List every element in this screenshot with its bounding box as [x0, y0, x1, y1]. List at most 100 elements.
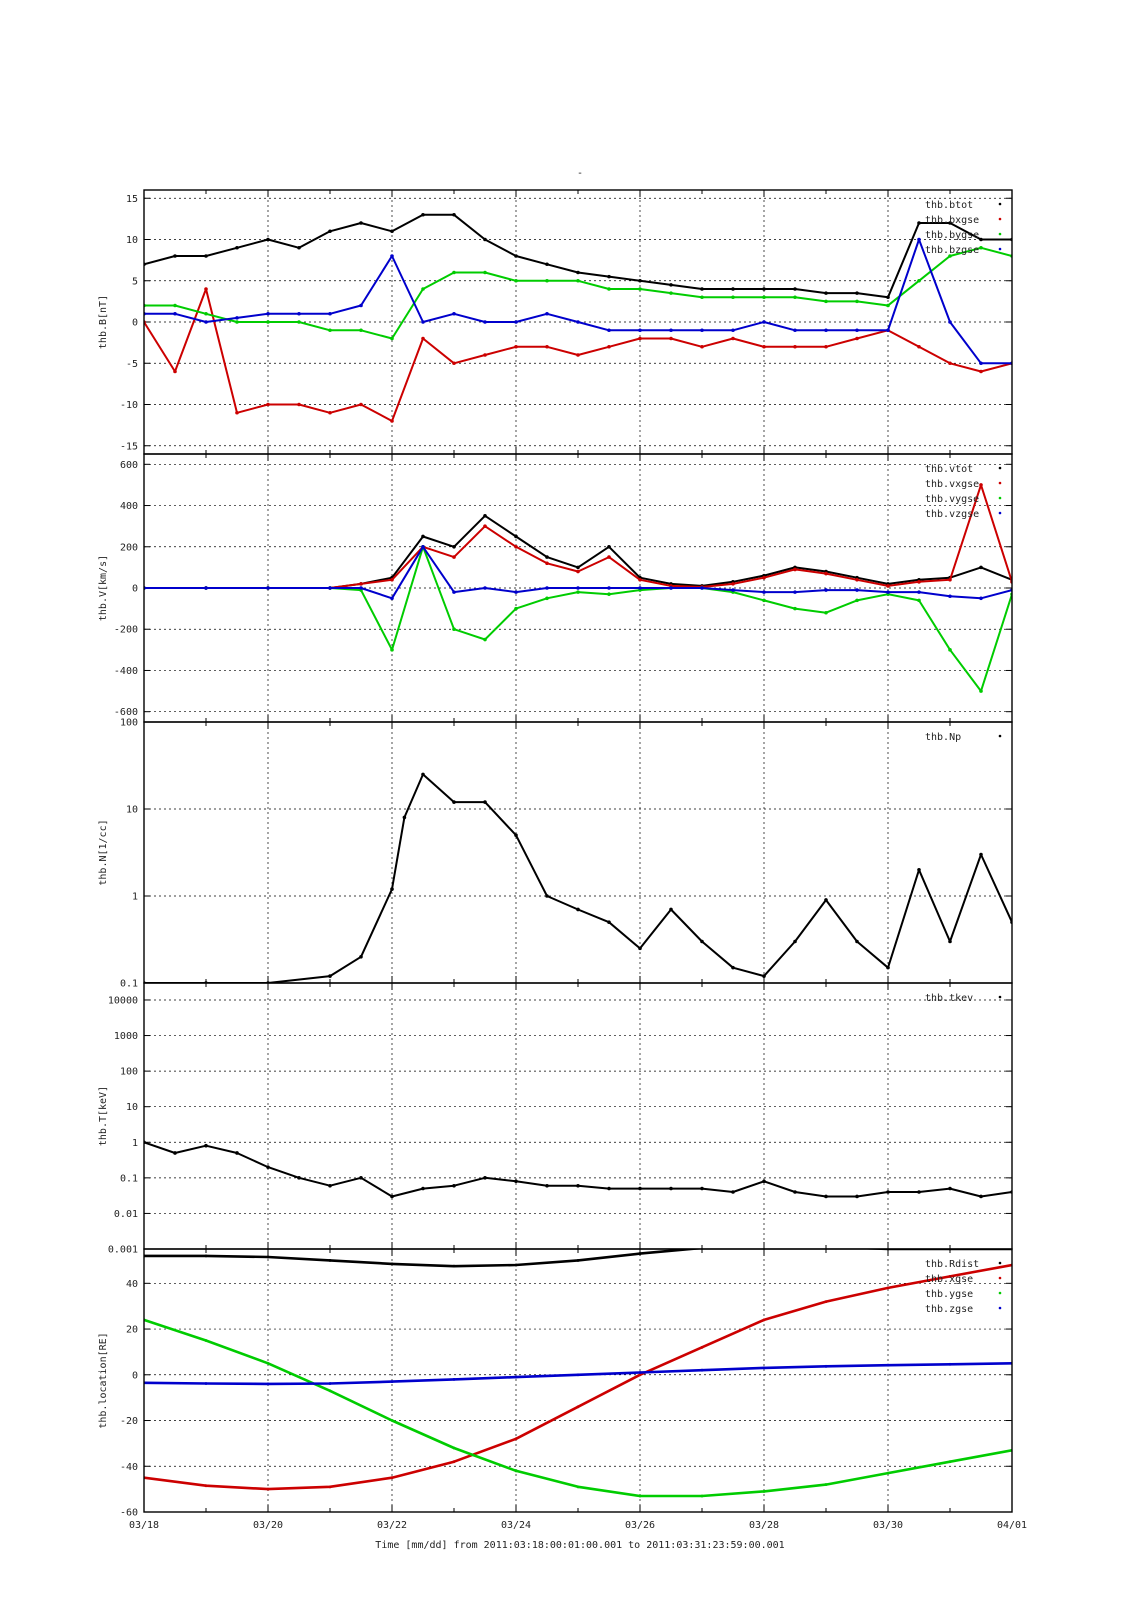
data-point	[824, 1364, 828, 1368]
legend-label: thb.vxgse	[925, 479, 979, 490]
data-point	[452, 1460, 456, 1464]
data-point	[762, 598, 766, 603]
data-point	[359, 1176, 363, 1180]
y-tick-label: 5	[132, 276, 138, 287]
legend-label: thb.vzgse	[925, 509, 979, 520]
data-point	[204, 1382, 208, 1385]
data-point	[452, 270, 456, 275]
y-tick-label: 0	[132, 318, 138, 329]
data-point	[390, 229, 394, 234]
data-point	[545, 894, 549, 898]
x-tick-label: 03/20	[253, 1520, 283, 1531]
data-point	[576, 1259, 580, 1262]
data-point	[545, 561, 549, 566]
data-point	[576, 907, 580, 912]
data-point	[607, 328, 611, 333]
data-point	[390, 648, 394, 652]
data-point	[514, 1179, 518, 1184]
data-point	[886, 295, 890, 300]
data-point	[235, 1151, 239, 1155]
data-point	[638, 577, 642, 582]
y-tick-label: 0	[132, 584, 138, 595]
series-line-thb-bygse	[144, 246, 1012, 340]
data-point	[700, 1368, 704, 1372]
data-point	[328, 1382, 332, 1385]
data-point	[545, 262, 549, 267]
data-point	[402, 815, 407, 820]
data-point	[328, 586, 332, 590]
y-tick-label: 0.001	[108, 1245, 138, 1256]
data-point	[576, 270, 580, 275]
data-point	[948, 1460, 952, 1464]
legend-marker	[998, 734, 1002, 738]
data-point	[173, 1151, 177, 1155]
data-point	[297, 245, 301, 250]
data-point	[638, 336, 642, 341]
data-point	[421, 336, 425, 341]
data-point	[204, 1339, 208, 1342]
panel-3: 0.001 0.01 0.1 1 10 100 1000 10000 thb.tkev thb.T…	[98, 982, 1013, 1256]
y-tick-label: 0.01	[114, 1209, 138, 1220]
data-point	[576, 1373, 580, 1377]
data-point	[669, 586, 673, 590]
x-tick-label: 04/01	[997, 1520, 1027, 1531]
y-tick-label: 1000	[114, 1031, 138, 1042]
data-point	[948, 594, 952, 599]
data-point	[638, 586, 642, 590]
data-point	[638, 328, 642, 333]
legend-marker	[998, 232, 1002, 236]
data-point	[390, 1194, 394, 1199]
data-point	[266, 1165, 270, 1169]
data-point	[328, 1259, 332, 1262]
data-point	[297, 311, 301, 316]
data-point	[576, 1405, 580, 1409]
legend-label: thb.vtot	[925, 464, 973, 475]
x-caption: Time [mm/dd] from 2011:03:18:00:01:00.00…	[375, 1540, 784, 1551]
series-line-thb-vygse	[144, 545, 1012, 693]
data-point	[979, 483, 983, 487]
y-tick-label: 0.1	[120, 979, 138, 990]
data-point	[700, 328, 704, 333]
data-point	[700, 586, 704, 590]
legend-label: thb.bzgse	[925, 245, 979, 256]
y-tick-label: 1	[132, 892, 138, 903]
data-point	[979, 369, 983, 374]
y-tick-label: 600	[120, 460, 138, 471]
data-point	[917, 868, 921, 872]
y-tick-label: -5	[126, 359, 138, 370]
data-point	[576, 569, 580, 574]
data-point	[607, 555, 611, 559]
data-point	[638, 278, 642, 283]
data-point	[607, 592, 611, 596]
data-point	[948, 361, 952, 366]
data-point	[824, 1300, 828, 1303]
y-axis-label: thb.V[km/s]	[98, 555, 109, 621]
panel-0: -15 -10 -5 0 5 10 15 thb.btot thb.bxgse thb.bygse…	[98, 189, 1013, 455]
data-point	[204, 1254, 208, 1258]
legend-label: thb.bxgse	[925, 215, 979, 226]
data-point	[514, 833, 518, 837]
data-point	[886, 965, 890, 970]
data-point	[328, 229, 332, 234]
series-line-thb-bzgse	[144, 238, 1012, 365]
y-tick-label: -10	[120, 400, 138, 411]
data-point	[421, 287, 425, 291]
data-point	[266, 586, 270, 590]
data-point	[483, 800, 487, 804]
data-point	[731, 295, 735, 300]
data-point	[731, 1190, 735, 1194]
data-point	[731, 328, 735, 333]
data-point	[390, 1476, 394, 1480]
panel-2: 0.1 1 10 100 thb.Np thb.N[1/cc]	[98, 718, 1013, 990]
data-point	[452, 555, 456, 559]
series-line-thb-tkev	[144, 1141, 1012, 1198]
data-point	[421, 212, 425, 217]
data-point	[452, 361, 456, 366]
data-point	[514, 278, 518, 283]
legend-label: thb.vygse	[925, 494, 979, 505]
y-tick-label: 40	[126, 1279, 138, 1290]
data-point	[607, 544, 611, 549]
data-point	[607, 274, 611, 279]
data-point	[607, 287, 611, 291]
data-point	[917, 580, 921, 584]
